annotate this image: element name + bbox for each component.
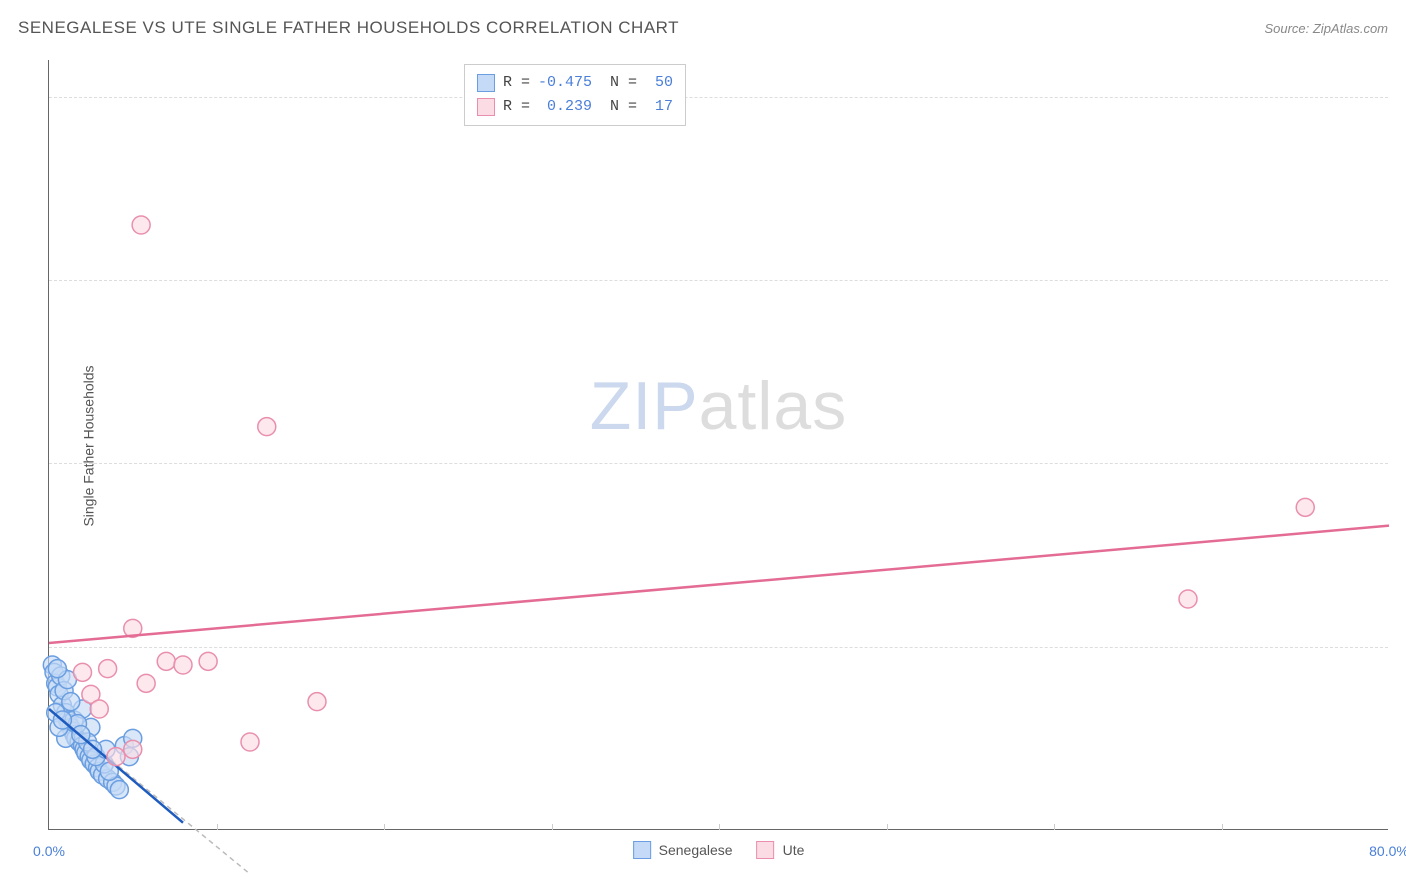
plot-area: ZIPatlas 5.0%10.0%15.0%20.0%0.0%80.0% R …: [48, 60, 1388, 830]
stats-r-value: -0.475: [538, 71, 592, 95]
stats-legend: R = -0.475 N = 50 R = 0.239 N = 17: [464, 64, 686, 126]
scatter-point: [124, 740, 142, 758]
stats-n-value: 50: [645, 71, 673, 95]
scatter-point: [1179, 590, 1197, 608]
scatter-point: [174, 656, 192, 674]
trend-line: [49, 526, 1389, 643]
stats-n-label: N =: [610, 71, 637, 95]
scatter-point: [137, 674, 155, 692]
scatter-point: [241, 733, 259, 751]
stats-r-value: 0.239: [538, 95, 592, 119]
stats-n-value: 17: [645, 95, 673, 119]
series-legend-label: Senegalese: [659, 842, 733, 858]
scatter-point: [110, 781, 128, 799]
y-tick-label: 15.0%: [1396, 272, 1406, 288]
series-legend: Senegalese Ute: [633, 841, 805, 859]
series-legend-label: Ute: [783, 842, 805, 858]
x-tick-label: 0.0%: [33, 843, 65, 859]
legend-swatch: [477, 74, 495, 92]
legend-swatch: [757, 841, 775, 859]
scatter-point: [258, 418, 276, 436]
series-legend-item: Senegalese: [633, 841, 733, 859]
x-tick-label: 80.0%: [1369, 843, 1406, 859]
scatter-point: [90, 700, 108, 718]
legend-swatch: [477, 98, 495, 116]
stats-legend-row: R = -0.475 N = 50: [477, 71, 673, 95]
y-tick-label: 20.0%: [1396, 89, 1406, 105]
source-attribution: Source: ZipAtlas.com: [1264, 21, 1388, 36]
scatter-point: [48, 660, 66, 678]
plot-svg: [49, 60, 1388, 829]
scatter-point: [157, 652, 175, 670]
scatter-point: [84, 740, 102, 758]
stats-r-label: R =: [503, 95, 530, 119]
scatter-point: [62, 693, 80, 711]
chart-title: SENEGALESE VS UTE SINGLE FATHER HOUSEHOL…: [18, 18, 679, 38]
legend-swatch: [633, 841, 651, 859]
scatter-point: [74, 663, 92, 681]
y-tick-label: 5.0%: [1396, 639, 1406, 655]
scatter-point: [107, 748, 125, 766]
y-tick-label: 10.0%: [1396, 455, 1406, 471]
scatter-point: [1296, 498, 1314, 516]
scatter-point: [199, 652, 217, 670]
stats-r-label: R =: [503, 71, 530, 95]
title-bar: SENEGALESE VS UTE SINGLE FATHER HOUSEHOL…: [18, 18, 1388, 38]
scatter-point: [308, 693, 326, 711]
stats-legend-row: R = 0.239 N = 17: [477, 95, 673, 119]
series-legend-item: Ute: [757, 841, 805, 859]
scatter-point: [132, 216, 150, 234]
stats-n-label: N =: [610, 95, 637, 119]
scatter-point: [99, 660, 117, 678]
